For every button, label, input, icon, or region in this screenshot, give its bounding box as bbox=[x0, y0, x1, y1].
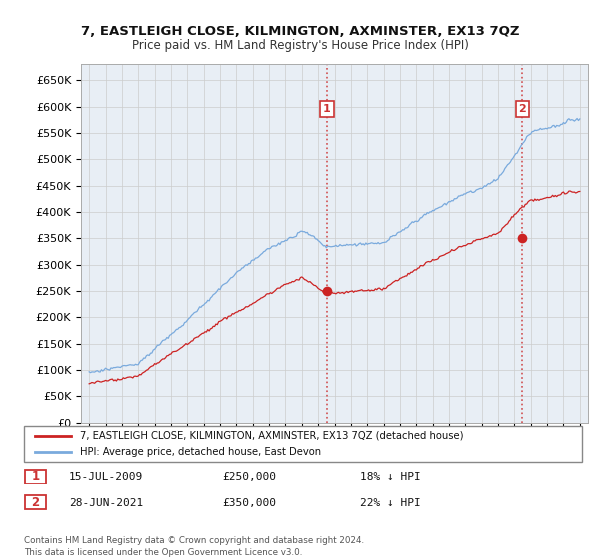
Text: Contains HM Land Registry data © Crown copyright and database right 2024.
This d: Contains HM Land Registry data © Crown c… bbox=[24, 536, 364, 557]
FancyBboxPatch shape bbox=[24, 426, 582, 462]
Text: 2: 2 bbox=[518, 104, 526, 114]
Text: 18% ↓ HPI: 18% ↓ HPI bbox=[360, 472, 421, 482]
Text: Price paid vs. HM Land Registry's House Price Index (HPI): Price paid vs. HM Land Registry's House … bbox=[131, 39, 469, 52]
Text: 15-JUL-2009: 15-JUL-2009 bbox=[69, 472, 143, 482]
Text: £350,000: £350,000 bbox=[222, 498, 276, 508]
Text: 22% ↓ HPI: 22% ↓ HPI bbox=[360, 498, 421, 508]
FancyBboxPatch shape bbox=[25, 469, 46, 484]
Text: £250,000: £250,000 bbox=[222, 472, 276, 482]
Text: HPI: Average price, detached house, East Devon: HPI: Average price, detached house, East… bbox=[80, 447, 321, 457]
Text: 28-JUN-2021: 28-JUN-2021 bbox=[69, 498, 143, 508]
Text: 1: 1 bbox=[323, 104, 331, 114]
Text: 1: 1 bbox=[31, 470, 40, 483]
Text: 7, EASTLEIGH CLOSE, KILMINGTON, AXMINSTER, EX13 7QZ (detached house): 7, EASTLEIGH CLOSE, KILMINGTON, AXMINSTE… bbox=[80, 431, 463, 441]
Text: 7, EASTLEIGH CLOSE, KILMINGTON, AXMINSTER, EX13 7QZ: 7, EASTLEIGH CLOSE, KILMINGTON, AXMINSTE… bbox=[81, 25, 519, 38]
Text: 2: 2 bbox=[31, 496, 40, 509]
FancyBboxPatch shape bbox=[25, 495, 46, 510]
